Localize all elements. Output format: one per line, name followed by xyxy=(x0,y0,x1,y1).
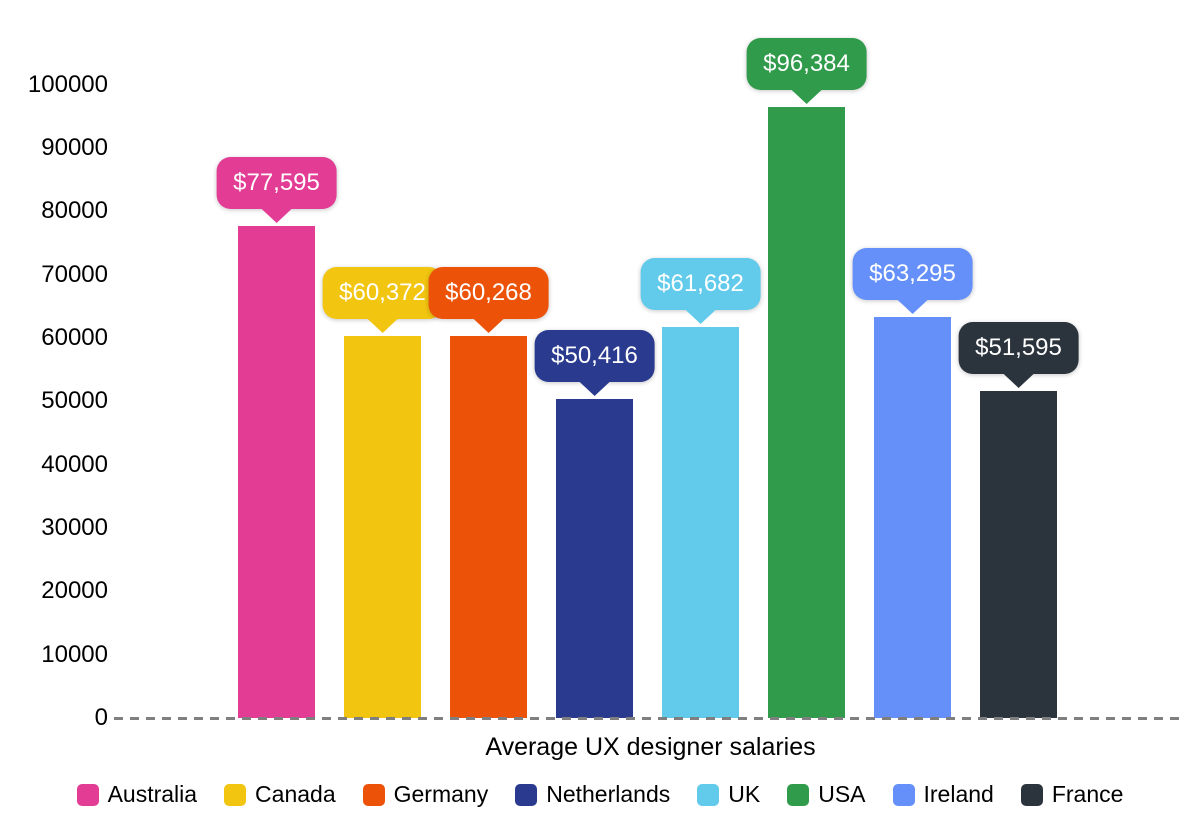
value-bubble-australia: $77,595 xyxy=(216,157,337,224)
y-tick-label: 50000 xyxy=(41,387,108,415)
legend-swatch-usa xyxy=(787,783,810,806)
bubble-pointer xyxy=(684,309,717,325)
value-bubble-germany: $60,268 xyxy=(428,267,549,334)
bar-usa xyxy=(768,107,845,718)
legend-item-netherlands: Netherlands xyxy=(515,781,670,808)
legend-label: Australia xyxy=(107,781,198,807)
value-label: $60,372 xyxy=(339,278,426,306)
bubble-pointer xyxy=(896,299,929,315)
value-label: $60,268 xyxy=(445,279,532,307)
legend-label: USA xyxy=(818,781,866,807)
bar-netherlands xyxy=(556,398,633,718)
value-bubble-france: $51,595 xyxy=(958,322,1079,389)
y-tick-label: 0 xyxy=(94,704,108,731)
legend-item-canada: Canada xyxy=(224,781,336,808)
y-tick-label: 70000 xyxy=(41,260,108,288)
value-label: $77,595 xyxy=(233,169,320,197)
legend-item-france: France xyxy=(1020,781,1124,808)
value-bubble-netherlands: $50,416 xyxy=(534,329,655,396)
y-tick-label: 60000 xyxy=(41,323,108,351)
y-tick-label: 100000 xyxy=(27,70,108,98)
x-axis-baseline xyxy=(114,717,1186,720)
legend-swatch-canada xyxy=(224,783,247,806)
legend-label: Ireland xyxy=(923,781,994,807)
legend-swatch-germany xyxy=(362,783,385,806)
bubble-pointer xyxy=(790,89,823,105)
legend-swatch-netherlands xyxy=(515,783,538,806)
bar-germany xyxy=(450,336,527,718)
legend-swatch-france xyxy=(1020,783,1043,806)
legend-swatch-australia xyxy=(76,783,99,806)
y-tick-label: 90000 xyxy=(41,133,108,161)
legend-swatch-ireland xyxy=(892,783,915,806)
value-bubble-usa: $96,384 xyxy=(746,38,867,105)
y-tick-label: 40000 xyxy=(41,450,108,478)
legend-label: Canada xyxy=(255,781,336,807)
bar-ireland xyxy=(874,317,951,718)
y-tick-label: 80000 xyxy=(41,197,108,225)
legend-label: France xyxy=(1051,781,1124,807)
value-label: $96,384 xyxy=(763,50,850,78)
legend-label: Germany xyxy=(393,781,489,807)
value-label: $61,682 xyxy=(657,270,744,298)
bubble-pointer xyxy=(366,317,399,333)
bar-france xyxy=(980,391,1057,718)
legend: Australia Canada Germany Netherlands UK USA Ir… xyxy=(0,781,1200,808)
bar-australia xyxy=(238,226,315,718)
value-bubble-ireland: $63,295 xyxy=(852,248,973,315)
bubble-pointer xyxy=(578,380,611,396)
value-label: $50,416 xyxy=(551,341,638,369)
bubble-pointer xyxy=(1002,373,1035,389)
legend-item-usa: USA xyxy=(787,781,866,808)
legend-item-ireland: Ireland xyxy=(892,781,994,808)
chart-title: Average UX designer salaries xyxy=(485,733,816,761)
value-bubble-canada: $60,372 xyxy=(322,266,443,333)
value-label: $63,295 xyxy=(869,260,956,288)
legend-item-uk: UK xyxy=(697,781,760,808)
y-tick-label: 10000 xyxy=(41,640,108,668)
legend-label: Netherlands xyxy=(546,781,671,807)
bubble-pointer xyxy=(472,318,505,334)
value-label: $51,595 xyxy=(975,334,1062,362)
legend-swatch-uk xyxy=(697,783,720,806)
bar-canada xyxy=(344,335,421,718)
y-tick-label: 20000 xyxy=(41,577,108,605)
legend-item-germany: Germany xyxy=(362,781,489,808)
value-bubble-uk: $61,682 xyxy=(640,258,761,325)
bar-uk xyxy=(662,327,739,718)
legend-label: UK xyxy=(728,781,761,807)
legend-item-australia: Australia xyxy=(76,781,198,808)
y-tick-label: 30000 xyxy=(41,513,108,541)
bubble-pointer xyxy=(260,208,293,224)
